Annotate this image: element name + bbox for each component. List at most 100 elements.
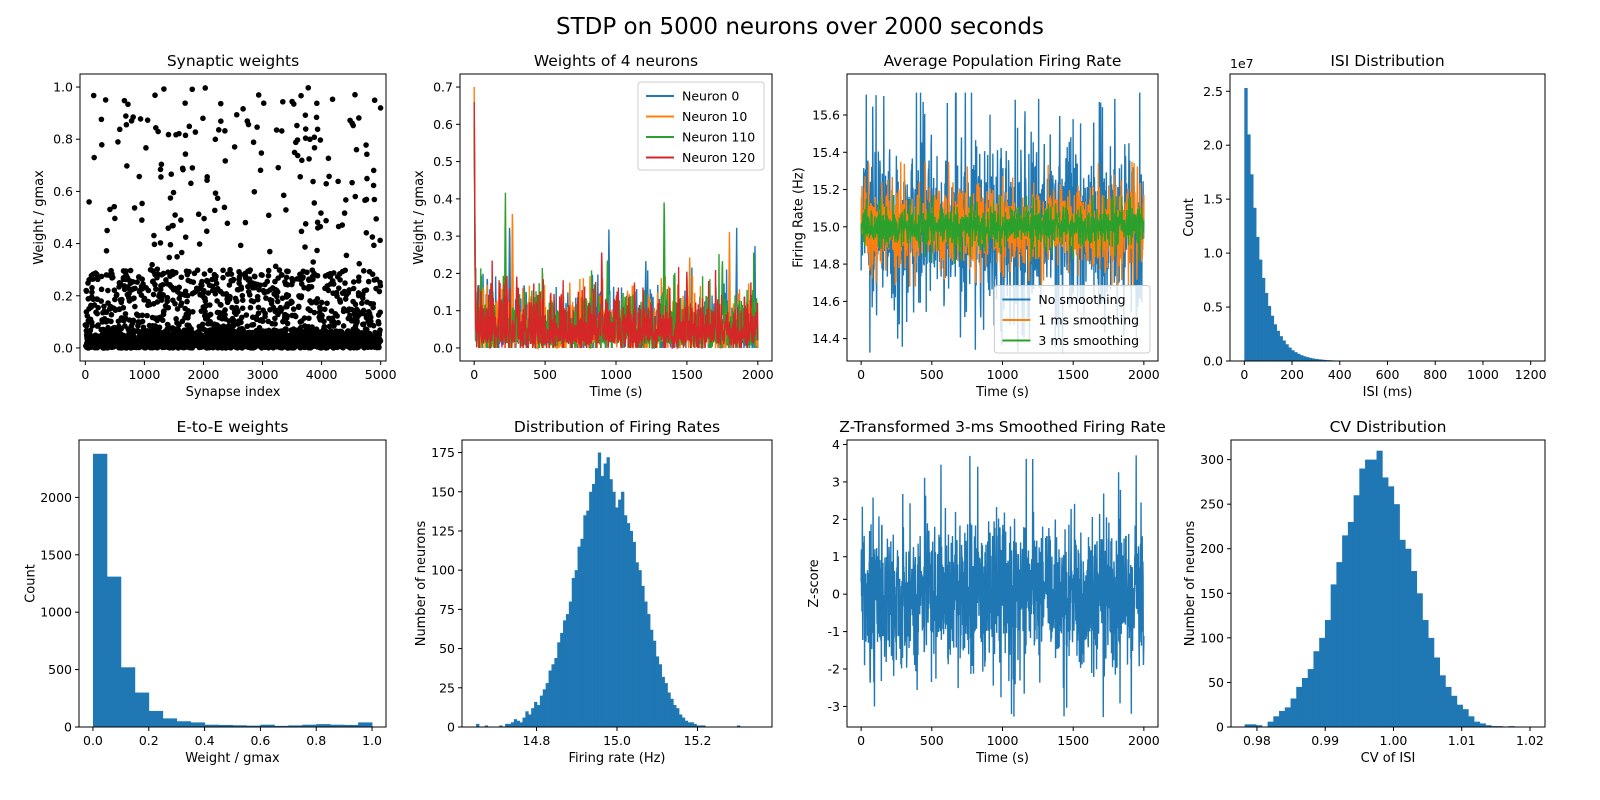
histogram-bar — [644, 601, 648, 727]
scatter-point — [349, 120, 355, 127]
scatter-point — [176, 322, 182, 328]
scatter-point — [265, 345, 272, 351]
scatter-point — [152, 339, 159, 345]
histogram-bar — [1324, 620, 1332, 727]
histogram-bar — [652, 640, 657, 727]
scatter-point — [360, 307, 367, 314]
scatter-point — [255, 92, 262, 98]
scatter-point — [169, 222, 175, 229]
scatter-point — [185, 277, 191, 284]
scatter-point — [99, 319, 106, 325]
scatter-point — [157, 240, 164, 246]
scatter-point — [277, 307, 283, 314]
scatter-point — [297, 173, 304, 180]
histogram-bar — [1290, 698, 1297, 727]
panel-title: Z-Transformed 3-ms Smoothed Firing Rate — [839, 418, 1165, 436]
histogram-bar — [583, 515, 587, 727]
scatter-point — [102, 97, 109, 103]
scatter-point — [218, 302, 224, 308]
scatter-point — [238, 330, 245, 336]
scatter-point — [300, 342, 307, 348]
y-tick-label: 0.7 — [433, 80, 453, 95]
scatter-point — [123, 272, 129, 278]
histogram-bar — [1288, 347, 1292, 361]
scatter-point — [148, 343, 154, 350]
y-tick-label: 0.3 — [433, 229, 453, 244]
scatter-point — [158, 161, 165, 168]
histogram-bar — [204, 724, 219, 727]
y-tick-label: 500 — [48, 662, 72, 677]
scatter-point — [318, 299, 325, 306]
scatter-point — [260, 100, 267, 106]
scatter-point — [226, 331, 232, 337]
histogram-bar — [664, 683, 668, 727]
scatter-point — [136, 173, 143, 180]
histogram-bar — [661, 676, 665, 727]
legend: Neuron 0 Neuron 10 Neuron 110 Neuron 120 — [637, 81, 765, 171]
scatter-point — [178, 217, 184, 223]
scatter-point — [173, 316, 179, 322]
scatter-point — [279, 272, 285, 278]
scatter-point — [184, 271, 191, 278]
histogram-bar — [330, 724, 345, 727]
scatter-point — [148, 327, 155, 333]
x-axis-label: Time (s) — [975, 751, 1029, 766]
scatter-point — [91, 302, 98, 308]
histogram-bar — [1301, 677, 1309, 727]
scatter-point — [264, 288, 271, 295]
scatter-point — [317, 306, 324, 313]
series-line-red — [473, 101, 759, 349]
scatter-point — [118, 299, 125, 306]
scatter-point — [283, 292, 290, 298]
scatter-point — [211, 324, 218, 330]
histogram-bar — [658, 664, 663, 727]
y-tick-label: 0 — [447, 720, 455, 735]
scatter-point — [237, 242, 244, 249]
scatter-point — [115, 139, 121, 145]
scatter-point — [196, 241, 203, 247]
scatter-point — [204, 174, 210, 180]
histogram-bar — [626, 523, 631, 727]
scatter-point — [88, 339, 95, 346]
x-tick-label: 15.2 — [684, 733, 712, 748]
scatter-point — [282, 332, 289, 339]
histogram-bar — [1307, 669, 1314, 727]
scatter-point — [98, 141, 105, 148]
panel-ztrans: 0 500 1000 1500 2000 -3 -2 -1 0 1 2 3 4Z-Transformed… — [807, 418, 1166, 766]
scatter-point — [106, 341, 113, 347]
scatter-point — [364, 330, 371, 336]
y-tick-label: 250 — [1200, 497, 1224, 512]
histogram-bar — [1399, 539, 1406, 727]
panel-title: Distribution of Firing Rates — [514, 418, 720, 436]
scatter-point — [189, 86, 196, 93]
scatter-point — [311, 328, 318, 335]
histogram-bar — [1244, 724, 1251, 727]
scatter-point — [250, 298, 257, 305]
x-tick-label: 4000 — [306, 367, 338, 382]
histogram-bar — [580, 538, 584, 727]
histogram-bar — [1336, 562, 1343, 727]
scatter-point — [182, 151, 189, 157]
scatter-point — [130, 327, 137, 334]
scatter-point — [138, 292, 145, 298]
histogram-bar — [190, 722, 205, 727]
legend-frame — [993, 285, 1151, 354]
scatter-point — [189, 308, 196, 315]
scatter-point — [314, 247, 320, 254]
scatter-point — [349, 179, 355, 186]
scatter-point — [371, 97, 378, 104]
histogram-bar — [505, 723, 509, 727]
histogram-bar — [597, 452, 602, 727]
scatter-point — [362, 197, 368, 204]
plot-area — [82, 84, 384, 351]
scatter-point — [335, 329, 342, 335]
scatter-point — [322, 306, 328, 313]
scatter-point — [165, 304, 172, 311]
scatter-point — [139, 217, 145, 223]
scatter-point — [302, 112, 309, 118]
scatter-point — [330, 290, 336, 297]
scatter-point — [255, 304, 262, 311]
scatter-point — [166, 331, 173, 338]
histogram-bar — [1294, 352, 1298, 361]
